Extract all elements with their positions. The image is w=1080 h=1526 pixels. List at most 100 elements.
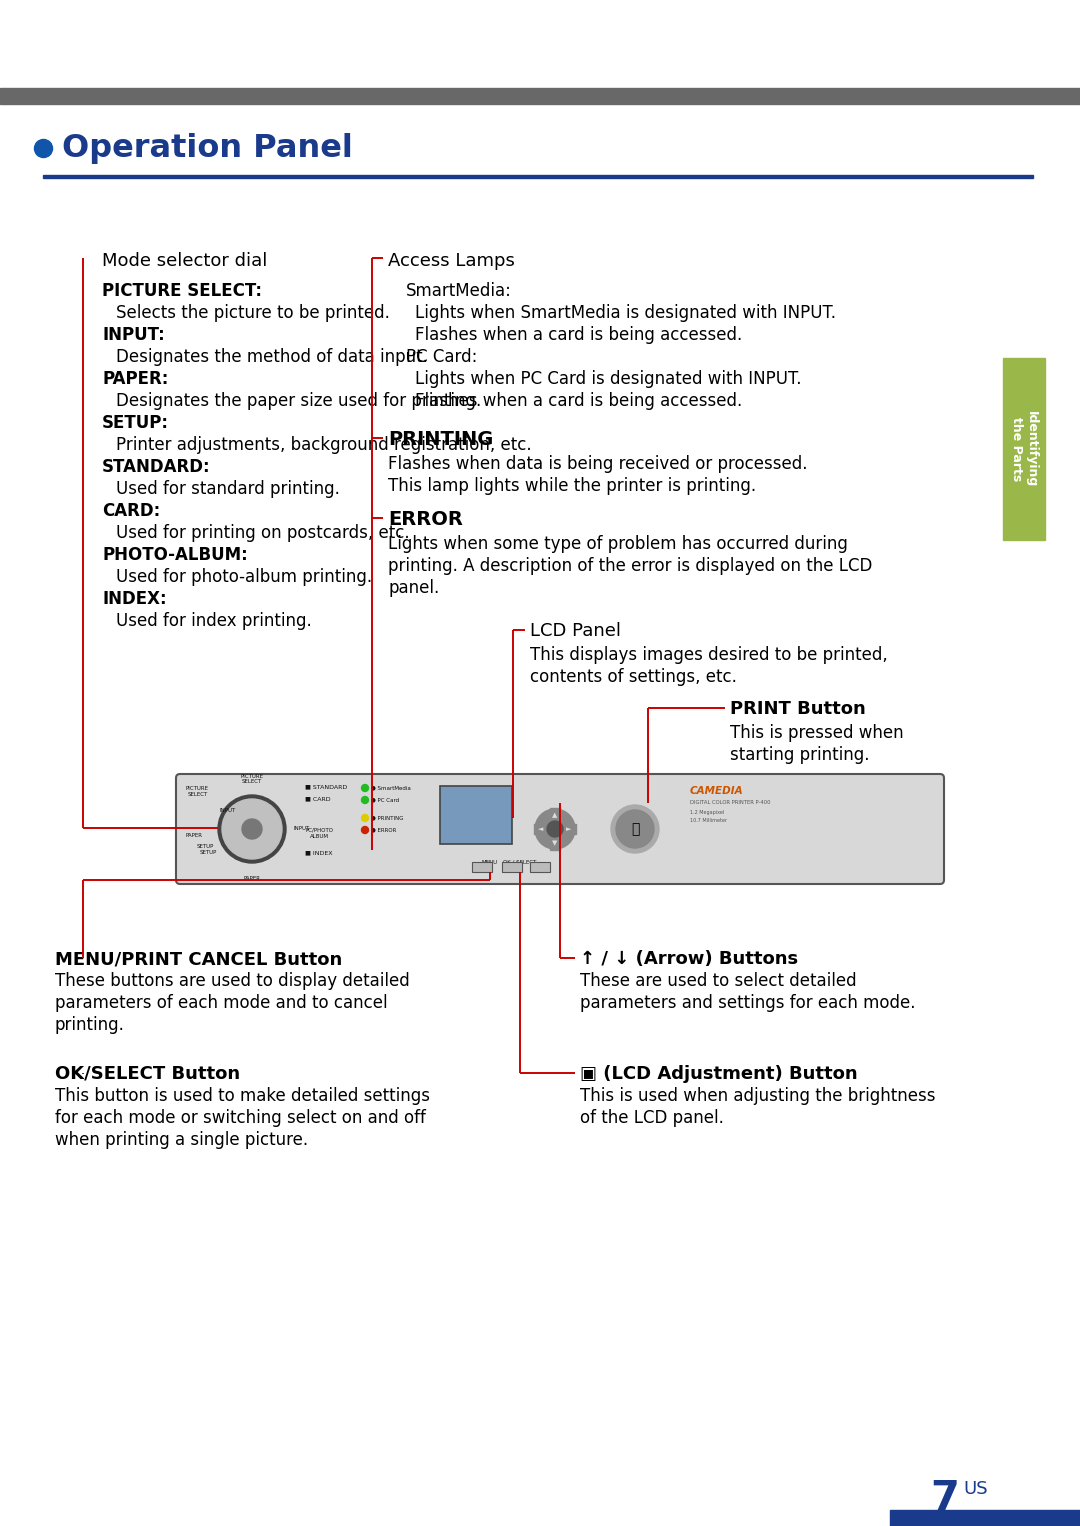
Text: Selects the picture to be printed.: Selects the picture to be printed.	[117, 304, 390, 322]
Text: ■ STANDARD: ■ STANDARD	[305, 784, 348, 789]
Text: PC/PHOTO
ALBUM: PC/PHOTO ALBUM	[305, 829, 333, 839]
Circle shape	[362, 784, 368, 792]
Circle shape	[362, 797, 368, 804]
Text: Designates the paper size used for printing.: Designates the paper size used for print…	[117, 392, 482, 410]
Text: panel.: panel.	[388, 578, 440, 597]
Text: INPUT:: INPUT:	[102, 327, 165, 343]
Text: CARD:: CARD:	[102, 502, 160, 520]
Text: SETUP: SETUP	[200, 850, 217, 855]
Text: PAPER: PAPER	[243, 876, 260, 882]
Circle shape	[242, 819, 262, 839]
Text: Used for photo-album printing.: Used for photo-album printing.	[117, 568, 373, 586]
Text: Lights when PC Card is designated with INPUT.: Lights when PC Card is designated with I…	[415, 369, 801, 388]
FancyBboxPatch shape	[176, 774, 944, 884]
Text: PRINTING: PRINTING	[388, 430, 494, 449]
Text: ↑ / ↓ (Arrow) Buttons: ↑ / ↓ (Arrow) Buttons	[580, 951, 798, 967]
Text: Flashes when a card is being accessed.: Flashes when a card is being accessed.	[415, 327, 742, 343]
Text: ERROR: ERROR	[388, 510, 463, 530]
Text: ▲: ▲	[552, 812, 557, 818]
Text: PC Card:: PC Card:	[406, 348, 477, 366]
Text: printing. A description of the error is displayed on the LCD: printing. A description of the error is …	[388, 557, 873, 575]
Text: Operation Panel: Operation Panel	[62, 133, 353, 163]
Circle shape	[535, 809, 575, 848]
Text: PRINT Button: PRINT Button	[730, 700, 866, 719]
Text: ● ERROR: ● ERROR	[372, 827, 396, 833]
Circle shape	[362, 827, 368, 833]
Text: MENU: MENU	[482, 861, 498, 865]
Text: PICTURE
SELECT: PICTURE SELECT	[241, 774, 264, 784]
Text: Flashes when data is being received or processed.: Flashes when data is being received or p…	[388, 455, 808, 473]
Text: LCD Panel: LCD Panel	[530, 623, 621, 639]
Text: This lamp lights while the printer is printing.: This lamp lights while the printer is pr…	[388, 478, 756, 494]
Bar	[472, 862, 492, 871]
Text: PAPER:: PAPER:	[102, 369, 168, 388]
Text: Designates the method of data input.: Designates the method of data input.	[117, 348, 429, 366]
Text: ►: ►	[566, 826, 571, 832]
Text: ■ INDEX: ■ INDEX	[305, 850, 333, 855]
Bar	[550, 839, 561, 850]
Text: SmartMedia:: SmartMedia:	[406, 282, 512, 301]
Text: ▣ (LCD Adjustment) Button: ▣ (LCD Adjustment) Button	[580, 1065, 858, 1083]
Text: ● SmartMedia: ● SmartMedia	[372, 786, 410, 790]
Text: OK/SELECT Button: OK/SELECT Button	[55, 1065, 240, 1083]
Bar	[890, 1511, 1080, 1526]
Text: OK / SELECT: OK / SELECT	[503, 861, 537, 865]
Text: ● PRINTING: ● PRINTING	[372, 815, 404, 821]
Circle shape	[611, 806, 659, 853]
Text: This is used when adjusting the brightness: This is used when adjusting the brightne…	[580, 1087, 935, 1105]
Text: Lights when SmartMedia is designated with INPUT.: Lights when SmartMedia is designated wit…	[415, 304, 836, 322]
Text: 1.2 Megapixel: 1.2 Megapixel	[690, 810, 725, 815]
Bar	[530, 862, 550, 871]
Text: DIGITAL COLOR PRINTER P-400: DIGITAL COLOR PRINTER P-400	[690, 800, 770, 806]
Text: 7: 7	[930, 1479, 959, 1520]
Text: PAPER: PAPER	[186, 833, 203, 838]
Text: contents of settings, etc.: contents of settings, etc.	[530, 668, 737, 687]
Text: SETUP: SETUP	[197, 844, 214, 848]
Bar	[440, 786, 512, 844]
Bar	[550, 807, 561, 818]
Text: Printer adjustments, background registration, etc.: Printer adjustments, background registra…	[117, 436, 532, 455]
Circle shape	[616, 810, 654, 848]
Text: PICTURE
SELECT: PICTURE SELECT	[186, 786, 210, 797]
Text: when printing a single picture.: when printing a single picture.	[55, 1131, 308, 1149]
Text: This is pressed when: This is pressed when	[730, 723, 904, 742]
Text: Identifying
the Parts: Identifying the Parts	[1010, 410, 1038, 487]
Text: ● PC Card: ● PC Card	[372, 798, 400, 803]
Text: Used for printing on postcards, etc.: Used for printing on postcards, etc.	[117, 523, 410, 542]
Text: of the LCD panel.: of the LCD panel.	[580, 1109, 724, 1128]
Text: STANDARD:: STANDARD:	[102, 458, 211, 476]
Text: US: US	[963, 1480, 987, 1499]
Text: Used for index printing.: Used for index printing.	[117, 612, 312, 630]
Text: INDEX:: INDEX:	[102, 591, 166, 607]
Text: INPUT: INPUT	[294, 827, 310, 832]
Text: Flashes when a card is being accessed.: Flashes when a card is being accessed.	[415, 392, 742, 410]
Text: INPUT: INPUT	[220, 807, 237, 813]
Text: parameters of each mode and to cancel: parameters of each mode and to cancel	[55, 993, 388, 1012]
Bar	[566, 824, 576, 835]
Text: Used for standard printing.: Used for standard printing.	[117, 481, 340, 497]
Text: These are used to select detailed: These are used to select detailed	[580, 972, 856, 990]
Text: for each mode or switching select on and off: for each mode or switching select on and…	[55, 1109, 426, 1128]
Circle shape	[362, 815, 368, 821]
Text: printing.: printing.	[55, 1016, 125, 1035]
Text: PICTURE SELECT:: PICTURE SELECT:	[102, 282, 262, 301]
Text: MENU/PRINT CANCEL Button: MENU/PRINT CANCEL Button	[55, 951, 342, 967]
Text: ◄: ◄	[538, 826, 543, 832]
Text: Lights when some type of problem has occurred during: Lights when some type of problem has occ…	[388, 536, 848, 552]
Circle shape	[218, 795, 286, 864]
Bar	[534, 824, 544, 835]
Text: This button is used to make detailed settings: This button is used to make detailed set…	[55, 1087, 430, 1105]
Bar	[502, 862, 522, 871]
Text: CAMEDIA: CAMEDIA	[690, 786, 744, 797]
Bar	[0, 89, 1080, 104]
Circle shape	[222, 800, 282, 859]
Text: starting printing.: starting printing.	[730, 746, 869, 765]
Text: This displays images desired to be printed,: This displays images desired to be print…	[530, 645, 888, 664]
Bar	[43, 175, 1032, 177]
Text: parameters and settings for each mode.: parameters and settings for each mode.	[580, 993, 916, 1012]
Text: These buttons are used to display detailed: These buttons are used to display detail…	[55, 972, 409, 990]
Text: Mode selector dial: Mode selector dial	[102, 252, 268, 270]
Text: PHOTO-ALBUM:: PHOTO-ALBUM:	[102, 546, 247, 565]
Text: SETUP:: SETUP:	[102, 414, 168, 432]
Text: Access Lamps: Access Lamps	[388, 252, 515, 270]
